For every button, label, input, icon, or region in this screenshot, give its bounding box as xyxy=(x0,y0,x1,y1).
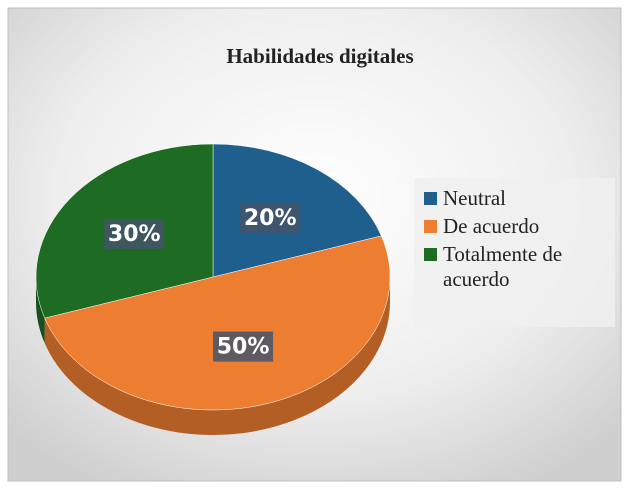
pie: 20% 50% 30% xyxy=(35,143,391,436)
chart-title: Habilidades digitales xyxy=(226,44,413,68)
data-label: 50% xyxy=(217,335,270,360)
data-label: 30% xyxy=(108,222,161,247)
label-box xyxy=(240,202,301,233)
legend-swatch xyxy=(424,220,437,233)
label-box xyxy=(104,219,165,250)
legend: Neutral De acuerdo Totalmente de acuerdo xyxy=(414,178,615,327)
legend-label: Totalmente de acuerdo xyxy=(443,242,563,291)
legend-label: Neutral xyxy=(443,186,506,210)
legend-entry: Neutral xyxy=(424,186,607,211)
legend-entry: Totalmente de acuerdo xyxy=(424,242,607,292)
legend-swatch xyxy=(424,192,437,205)
pie-slice xyxy=(44,235,391,411)
legend-label: De acuerdo xyxy=(443,214,540,238)
legend-entry: De acuerdo xyxy=(424,214,607,239)
data-label: 20% xyxy=(244,206,297,231)
pie-side xyxy=(44,277,391,436)
label-box xyxy=(213,331,274,362)
pie-side xyxy=(36,277,45,344)
legend-swatch xyxy=(424,248,437,261)
